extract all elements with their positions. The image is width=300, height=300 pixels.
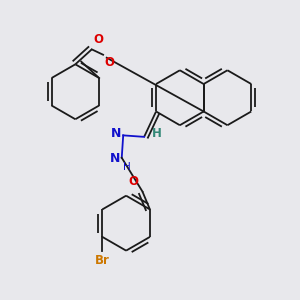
Text: O: O: [128, 175, 138, 188]
Text: H: H: [152, 128, 161, 140]
Text: N: N: [110, 152, 120, 165]
Text: N: N: [111, 127, 122, 140]
Text: O: O: [104, 56, 114, 69]
Text: O: O: [93, 33, 103, 46]
Text: H: H: [123, 162, 131, 172]
Text: Br: Br: [95, 254, 110, 267]
